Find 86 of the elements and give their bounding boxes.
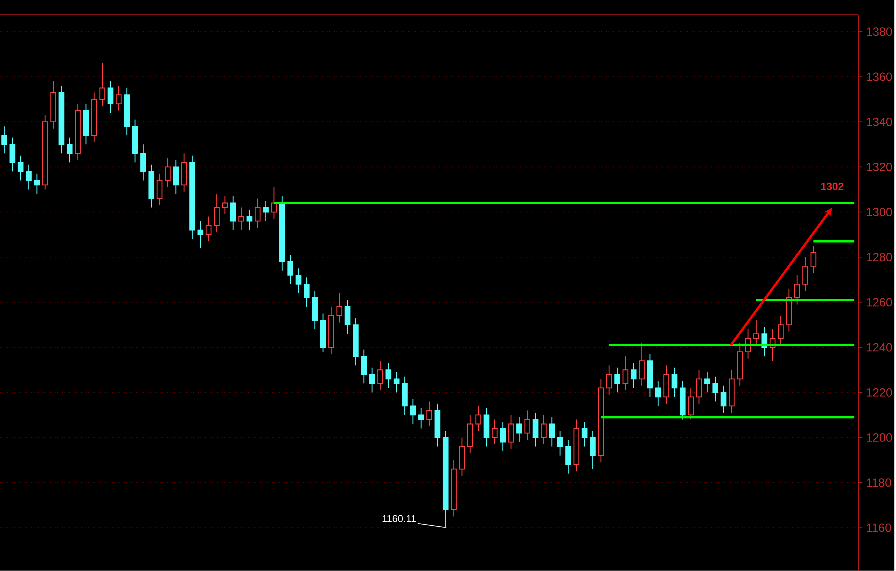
candlestick <box>312 290 318 330</box>
candlestick <box>254 198 261 228</box>
candlestick <box>108 80 114 114</box>
candlestick <box>639 342 645 386</box>
candlestick <box>459 437 466 476</box>
candlestick <box>566 439 572 474</box>
y-tick-label: 1360 <box>867 72 892 82</box>
candlestick <box>66 137 73 164</box>
candlestick <box>754 320 760 346</box>
candlestick <box>34 173 40 195</box>
candlestick <box>18 155 24 182</box>
candlestick <box>246 209 253 231</box>
candlestick <box>672 367 678 398</box>
candlestick <box>622 356 629 391</box>
candlestick <box>304 277 310 308</box>
candlestick <box>378 360 384 391</box>
y-tick-label: 1300 <box>867 208 892 216</box>
candlestick <box>492 419 498 445</box>
candlestick <box>238 207 244 231</box>
candlestick <box>156 173 163 206</box>
candlestick <box>590 430 596 470</box>
candlestick <box>500 421 506 452</box>
candlestick <box>712 376 719 402</box>
y-tick-label: 1260 <box>867 298 892 307</box>
candlestick <box>802 256 808 292</box>
candlestick <box>222 196 228 215</box>
candlestick <box>402 376 408 416</box>
candlestick <box>361 349 368 384</box>
candlestick <box>614 367 620 394</box>
candlestick <box>140 144 146 182</box>
candlestick <box>549 416 556 448</box>
candlestick <box>100 62 106 107</box>
candlestick <box>484 408 490 448</box>
annotation: 1160.11 <box>382 515 416 522</box>
candlestick <box>541 414 547 445</box>
candlestick <box>173 160 180 195</box>
candlestick <box>410 398 416 425</box>
candlestick <box>582 421 588 448</box>
candlestick <box>369 367 376 394</box>
y-tick-label: 1160 <box>867 524 892 532</box>
candlestick <box>296 268 302 294</box>
candlestick <box>26 164 32 190</box>
candlestick <box>557 430 564 456</box>
y-tick-label: 1200 <box>867 433 892 442</box>
candlestick <box>230 196 236 231</box>
candlestick <box>655 380 662 407</box>
candlestick <box>386 362 392 389</box>
candlestick <box>344 300 351 334</box>
candlestick <box>394 372 400 394</box>
candlestick <box>476 406 482 432</box>
y-tick-label: 1240 <box>867 343 892 352</box>
candlestick <box>116 85 122 112</box>
candlestick <box>606 365 612 396</box>
candlestick <box>181 153 188 192</box>
candlestick <box>778 315 784 346</box>
candlestick <box>467 414 474 454</box>
candlestick <box>532 412 539 448</box>
candlestick <box>206 216 212 242</box>
candlestick <box>10 137 16 172</box>
candlestick <box>524 410 531 440</box>
candlestick <box>720 385 727 414</box>
y-tick-label: 1220 <box>867 388 892 397</box>
candlestick <box>508 414 514 450</box>
y-tick-label: 1280 <box>867 253 892 262</box>
candlestick <box>810 246 817 274</box>
candlestick <box>696 370 702 404</box>
candlestick <box>664 365 670 404</box>
candlestick <box>516 416 522 443</box>
candlestick <box>704 372 710 394</box>
candlestick <box>263 200 269 222</box>
candlestick <box>198 220 204 249</box>
candlestick <box>288 254 294 285</box>
candlestick <box>2 126 8 154</box>
candlestick <box>214 194 220 233</box>
candlestick <box>794 274 800 306</box>
candlestick <box>418 408 424 430</box>
y-tick-label: 1380 <box>867 28 892 36</box>
y-tick-label: 1320 <box>867 162 892 172</box>
candlestick <box>336 292 343 324</box>
annotation: 1302 <box>822 182 844 190</box>
candlestick <box>165 158 171 188</box>
y-tick-label: 1180 <box>867 478 892 487</box>
candlestick <box>630 362 637 389</box>
candlestick <box>426 401 432 427</box>
y-tick-label: 1340 <box>867 118 892 126</box>
candlestick <box>688 388 694 420</box>
